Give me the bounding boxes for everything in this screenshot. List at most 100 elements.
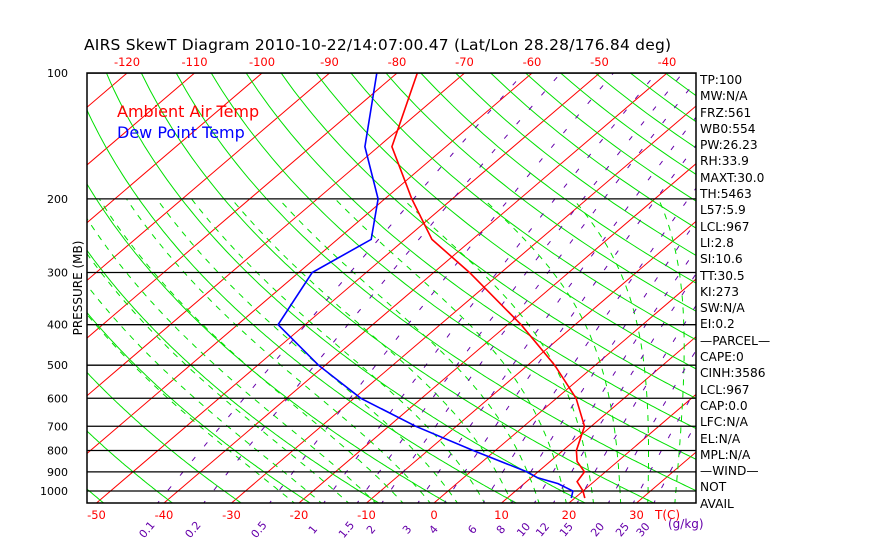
bottom-temp-tick-label: -10	[357, 508, 376, 522]
legend-dew-point: Dew Point Temp	[117, 123, 245, 142]
mixing-ratio-line	[552, 272, 696, 503]
top-temp-tick-label: -90	[320, 55, 339, 69]
moist-adiabat	[87, 217, 377, 503]
pressure-tick-label: 700	[47, 420, 68, 433]
stat-item: FRZ:561	[700, 105, 752, 120]
moist-adiabat	[87, 252, 350, 503]
stat-item: TP:100	[700, 73, 743, 87]
moist-adiabat	[191, 198, 486, 503]
bottom-temp-tick-label: 10	[494, 508, 509, 522]
moist-adiabat	[231, 198, 513, 503]
stat-item: AVAIL	[700, 496, 734, 511]
dry-adiabat	[280, 73, 696, 399]
top-temp-tick-label: -40	[658, 55, 677, 69]
mixing-ratio-tick-label: 15	[557, 520, 576, 539]
chart-title: AIRS SkewT Diagram 2010-10-22/14:07:00.4…	[84, 36, 672, 54]
isotherm	[365, 220, 696, 503]
dry-adiabat	[315, 73, 696, 370]
moist-adiabat	[87, 313, 296, 503]
dry-adiabat	[140, 73, 656, 503]
moist-adiabat	[156, 198, 459, 503]
mixing-ratio-tick-label: 1.5	[336, 519, 357, 541]
stat-item: SI:10.6	[700, 252, 743, 267]
mixing-ratio-tick-label: 6	[465, 523, 479, 537]
top-temp-tick-label: -100	[249, 55, 275, 69]
dry-adiabat	[87, 183, 449, 503]
mixing-ratio-tick-label: 8	[494, 523, 508, 537]
stat-item: LCL:967	[700, 219, 750, 234]
dry-adiabat	[245, 73, 696, 430]
stat-item: EI:0.2	[700, 317, 735, 332]
bottom-temp-tick-label: 30	[629, 508, 644, 522]
stat-item: TT:30.5	[700, 268, 745, 283]
dry-adiabat	[0, 64, 37, 505]
bottom-temp-tick-label: 20	[562, 508, 577, 522]
pressure-tick-label: 900	[47, 466, 68, 479]
mixing-ratio-tick-label: 30	[634, 520, 653, 539]
stat-item: L57:5.9	[700, 203, 746, 218]
mixing-ratio-line	[203, 73, 562, 503]
moist-adiabat	[98, 198, 404, 503]
mixing-ratio-tick-label: 0.2	[183, 519, 204, 541]
stat-item: LCL:967	[700, 382, 750, 397]
top-temp-tick-label: -60	[523, 55, 542, 69]
top-temp-tick-label: -80	[388, 55, 407, 69]
mixing-ratio-tick-label: 3	[400, 523, 414, 537]
stat-item: CAP:0.0	[700, 398, 748, 413]
bottom-temp-tick-label: -40	[155, 508, 174, 522]
mixing-ratio-line	[156, 73, 525, 503]
bottom-temp-tick-label: 0	[430, 508, 437, 522]
mixing-ratio-line	[356, 73, 684, 503]
dry-adiabat	[757, 64, 870, 505]
top-temp-tick-label: -70	[455, 55, 474, 69]
isotherm	[433, 278, 696, 503]
mixing-ratio-tick-label: 25	[613, 520, 632, 539]
moist-adiabat	[402, 198, 594, 503]
stats-panel: TP:100 MW:N/A FRZ:561 WB0:554 PW:26.23 RH:33.…	[700, 72, 770, 512]
stat-item: —WIND—	[700, 464, 759, 479]
bottom-temp-tick-label: -20	[290, 508, 309, 522]
isotherm	[87, 73, 331, 282]
stat-item: TH:5463	[700, 187, 752, 202]
isotherm	[87, 73, 466, 397]
stat-item: NOT	[700, 480, 727, 495]
x-axis-label: T(C)	[654, 508, 680, 522]
mixing-ratio-line	[381, 79, 696, 503]
dew-point-line	[277, 73, 574, 499]
dry-adiabat	[826, 64, 870, 505]
stat-item: MPL:N/A	[700, 447, 751, 462]
stat-item: PW:26.23	[700, 138, 758, 153]
isotherm	[0, 64, 3, 505]
isotherm	[163, 73, 668, 503]
isotherm	[87, 73, 196, 166]
isotherm	[87, 73, 398, 339]
pressure-tick-label: 500	[47, 359, 68, 372]
stat-item: MW:N/A	[700, 89, 748, 104]
moist-adiabat	[334, 198, 567, 503]
mixing-ratio-tick-label: 2	[364, 523, 378, 537]
dry-adiabat	[385, 73, 696, 312]
dry-adiabat	[420, 73, 696, 284]
mixing-ratio-tick-label: 20	[588, 520, 607, 539]
isotherm	[769, 64, 870, 505]
bottom-temp-tick-label: -30	[222, 508, 241, 522]
air-temp-line	[391, 73, 586, 499]
isotherm	[95, 73, 601, 503]
dry-adiabat	[87, 249, 380, 503]
isotherm	[230, 105, 696, 503]
dry-adiabat	[175, 73, 696, 492]
top-temp-tick-label: -50	[590, 55, 609, 69]
mixing-ratio-line	[417, 116, 696, 503]
isotherm	[298, 163, 696, 503]
bottom-temp-tick-label: -50	[87, 508, 106, 522]
isotherm	[87, 73, 263, 224]
dry-adiabat	[87, 430, 174, 503]
stat-item: RH:33.9	[700, 154, 749, 169]
dry-adiabat	[87, 371, 243, 503]
stat-item: WB0:554	[700, 121, 756, 136]
stat-item: CINH:3586	[700, 366, 766, 381]
moist-adiabat	[125, 198, 431, 503]
pressure-tick-label: 1000	[40, 485, 68, 498]
mixing-ratio-tick-label: 4	[426, 523, 440, 537]
